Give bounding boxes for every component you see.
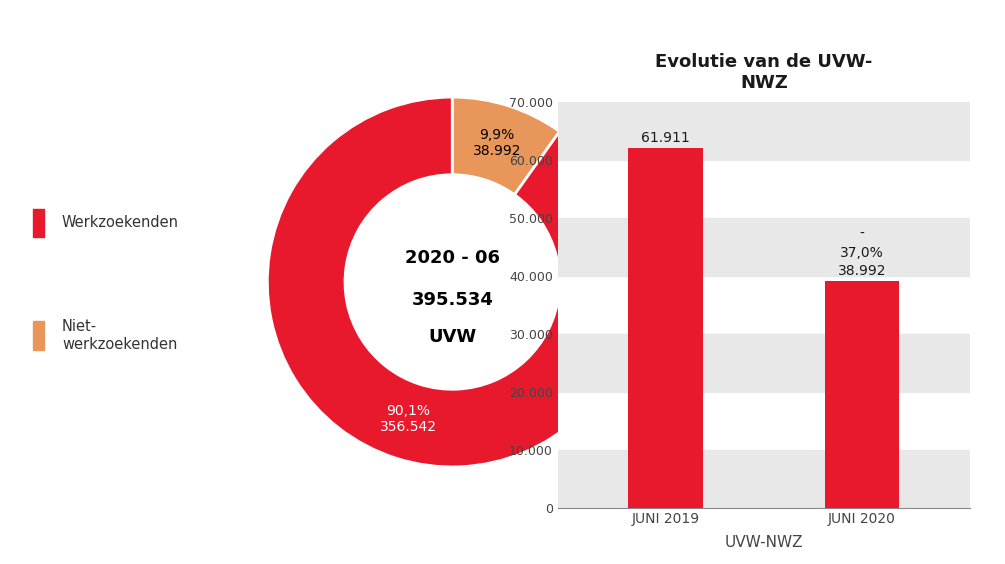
Bar [558, 102, 970, 160]
Text: 9,9%
38.992: 9,9% 38.992 [472, 128, 521, 158]
Bar [825, 281, 899, 508]
Bar [33, 209, 44, 237]
X-axis label: UVW-NWZ: UVW-NWZ [725, 535, 803, 550]
Bar [33, 321, 44, 350]
Bar [558, 333, 970, 391]
Bar [558, 218, 970, 276]
Text: UVW: UVW [428, 328, 476, 346]
Text: Werkzoekenden: Werkzoekenden [62, 215, 179, 230]
Text: -
37,0%
38.992: - 37,0% 38.992 [837, 227, 886, 278]
Text: 395.534: 395.534 [411, 292, 493, 310]
Bar [628, 148, 702, 508]
Bar [558, 450, 970, 508]
Title: Evolutie van de UVW-
NWZ: Evolutie van de UVW- NWZ [655, 53, 872, 91]
Text: 90,1%
356.542: 90,1% 356.542 [380, 404, 437, 434]
Text: Niet-
werkzoekenden: Niet- werkzoekenden [62, 319, 177, 352]
Text: 2020 - 06: 2020 - 06 [405, 249, 499, 267]
Wedge shape [267, 97, 637, 467]
Wedge shape [452, 97, 560, 195]
Text: 61.911: 61.911 [641, 131, 690, 145]
